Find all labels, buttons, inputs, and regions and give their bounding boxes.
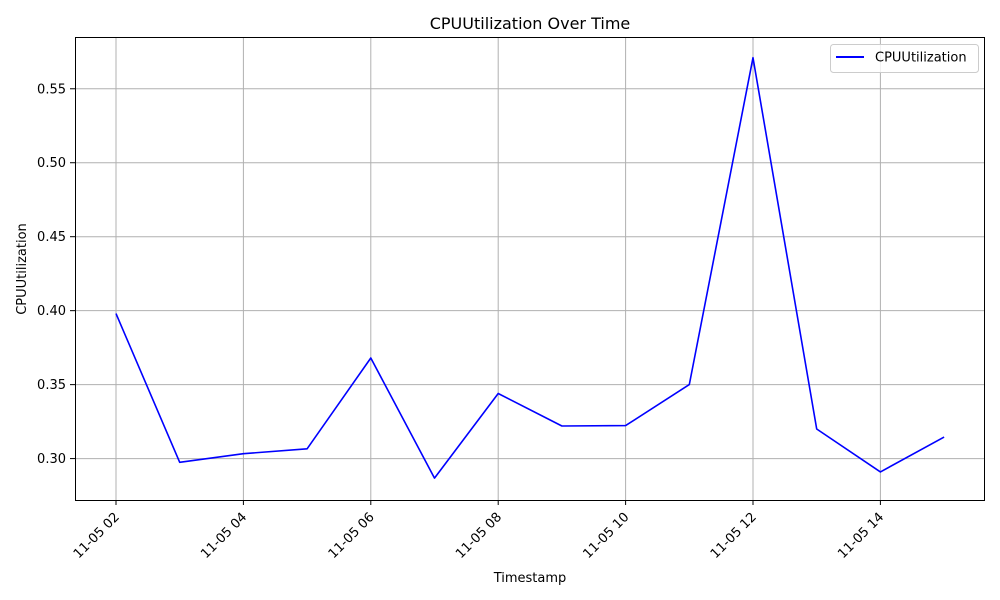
x-tick-label: 11-05 02 xyxy=(71,510,123,562)
y-tick-label: 0.45 xyxy=(37,230,66,245)
legend-label: CPUUtilization xyxy=(875,51,967,66)
y-axis-label: CPUUtilization xyxy=(15,223,30,315)
x-tick-label: 11-05 04 xyxy=(198,510,250,562)
y-tick-label: 0.50 xyxy=(37,156,66,171)
y-tick-label: 0.55 xyxy=(37,82,66,97)
x-tick-label: 11-05 12 xyxy=(708,510,760,562)
legend-box xyxy=(830,44,979,73)
x-tick-label: 11-05 08 xyxy=(453,510,505,562)
x-axis-label: Timestamp xyxy=(493,571,567,586)
x-tick-label: 11-05 14 xyxy=(835,510,887,562)
x-axis-ticks: 11-05 02 11-05 04 11-05 06 11-05 08 11-05 10… xyxy=(71,500,887,562)
y-tick-label: 0.30 xyxy=(37,452,66,467)
y-tick-label: 0.35 xyxy=(37,378,66,393)
grid-lines xyxy=(75,37,984,500)
x-tick-label: 11-05 06 xyxy=(326,510,378,562)
legend: CPUUtilization xyxy=(830,44,979,73)
series-line xyxy=(115,56,945,479)
series-layer xyxy=(115,56,945,479)
y-axis-ticks: 0.30 0.35 0.40 0.45 0.50 0.55 xyxy=(37,82,75,467)
x-tick-label: 11-05 10 xyxy=(580,510,632,562)
y-tick-label: 0.40 xyxy=(37,304,66,319)
chart-title: CPUUtilization Over Time xyxy=(430,14,631,33)
plot-frame xyxy=(75,37,985,501)
